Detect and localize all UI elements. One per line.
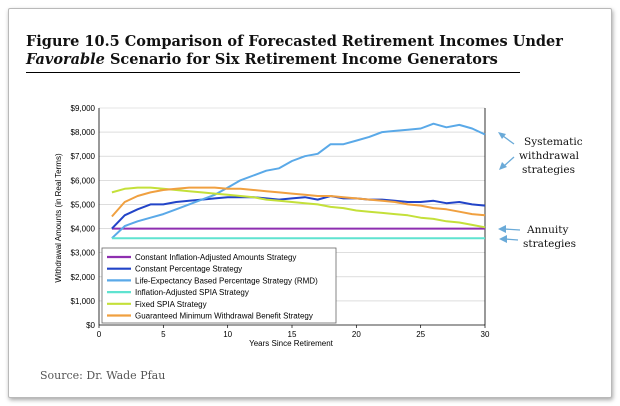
legend-label: Constant Percentage Strategy <box>135 265 242 274</box>
annotation-annuity-line-1: Annuity <box>526 224 568 236</box>
y-tick-label: $1,000 <box>71 297 96 306</box>
series-line-6 <box>111 186 486 218</box>
arrow-annuity-upper <box>498 225 521 233</box>
title-underline <box>26 72 520 73</box>
y-tick-label: $7,000 <box>71 152 96 161</box>
arrow-annuity-lower <box>499 235 519 243</box>
chart-axes <box>98 108 486 326</box>
y-axis-title: Withdrawal Amounts (in Real Terms) <box>54 153 63 283</box>
chart-series <box>111 122 486 240</box>
annotation-annuity-line-2: strategies <box>523 238 576 250</box>
arrow-systematic-upper <box>498 132 515 145</box>
x-tick-label: 5 <box>161 330 166 339</box>
chart-annotations: Systematic withdrawal strategies Annuity… <box>498 132 583 250</box>
y-tick-label: $2,000 <box>71 273 96 282</box>
y-axis-ticks: $0 $1,000 $2,000 $3,000 $4,000 $5,000 $6,000 $7… <box>71 104 96 330</box>
arrow-systematic-lower <box>499 156 515 170</box>
y-tick-label: $9,000 <box>71 104 96 113</box>
annotation-systematic-line-3: strategies <box>522 164 575 176</box>
x-axis-title: Years Since Retirement <box>249 339 334 348</box>
series-line-3 <box>111 122 486 239</box>
chart-legend: Constant Inflation-Adjusted Amounts Stra… <box>101 247 337 324</box>
figure-title-line-2: Favorable Scenario for Six Retirement In… <box>26 51 586 69</box>
annotation-systematic-line-1: Systematic <box>524 136 583 148</box>
figure-title-line-1: Figure 10.5 Comparison of Forecasted Ret… <box>26 33 563 50</box>
y-tick-label: $5,000 <box>71 200 96 209</box>
annotation-systematic-line-2: withdrawal <box>519 150 580 162</box>
figure-title-italic-word: Favorable <box>26 51 105 68</box>
x-tick-label: 30 <box>481 330 490 339</box>
x-tick-label: 0 <box>97 330 102 339</box>
y-tick-label: $0 <box>86 321 95 330</box>
legend-label: Inflation-Adjusted SPIA Strategy <box>135 288 249 297</box>
legend-label: Life-Expectancy Based Percentage Strateg… <box>135 276 318 285</box>
x-tick-label: 15 <box>288 330 297 339</box>
legend-label: Fixed SPIA Strategy <box>135 300 207 309</box>
legend-label: Guaranteed Minimum Withdrawal Benefit St… <box>135 312 313 321</box>
y-tick-label: $3,000 <box>71 249 96 258</box>
y-tick-label: $6,000 <box>71 176 96 185</box>
series-line-2 <box>111 195 486 230</box>
x-tick-label: 20 <box>352 330 361 339</box>
legend-box <box>101 247 337 324</box>
x-axis-ticks: 0 5 10 15 20 25 30 <box>97 325 490 339</box>
figure-title: Figure 10.5 Comparison of Forecasted Ret… <box>26 33 586 69</box>
figure-title-rest: Scenario for Six Retirement Income Gener… <box>104 51 498 68</box>
y-tick-label: $4,000 <box>71 225 96 234</box>
figure-source: Source: Dr. Wade Pfau <box>40 369 166 382</box>
y-tick-label: $8,000 <box>71 128 96 137</box>
x-tick-label: 10 <box>223 330 232 339</box>
legend-label: Constant Inflation-Adjusted Amounts Stra… <box>135 253 296 262</box>
x-tick-label: 25 <box>416 330 425 339</box>
